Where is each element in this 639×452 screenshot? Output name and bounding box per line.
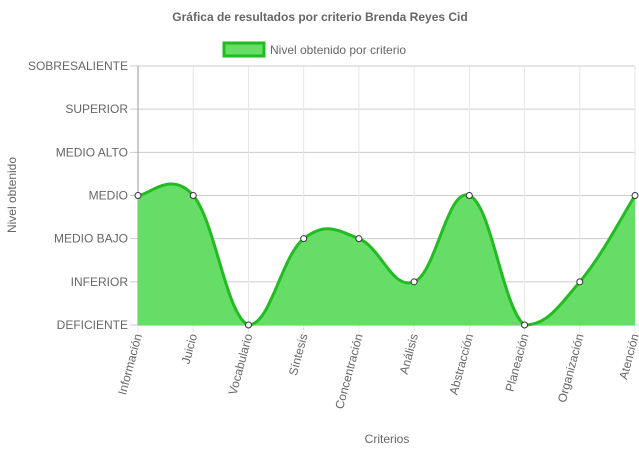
- x-tick-analisis: Análisis: [397, 332, 421, 376]
- series-line: [137, 182, 637, 327]
- x-tick-organizacion: Organización: [555, 332, 587, 404]
- point-atencion[interactable]: [631, 192, 639, 199]
- y-tick-medio-alto: MEDIO ALTO: [56, 145, 128, 159]
- y-axis-title: Nivel obtenido: [5, 157, 19, 233]
- point-sintesis[interactable]: [300, 235, 308, 243]
- point-informacion[interactable]: [134, 192, 142, 199]
- x-tick-labels: Información Juicio Vocabulario Síntesis Conc…: [115, 332, 639, 411]
- x-tick-planeacion: Planeación: [503, 332, 532, 393]
- legend-swatch: [222, 41, 266, 58]
- x-tick-abstraccion: Abstracción: [446, 332, 476, 396]
- point-vocabulario[interactable]: [244, 321, 252, 329]
- x-tick-vocabulario: Vocabulario: [226, 332, 256, 397]
- y-tick-medio: MEDIO: [89, 189, 128, 203]
- x-tick-sintesis: Síntesis: [286, 332, 311, 377]
- x-tick-informacion: Información: [115, 332, 145, 396]
- legend-label: Nivel obtenido por criterio: [270, 43, 406, 57]
- area-layer: [137, 182, 637, 327]
- y-tick-medio-bajo: MEDIO BAJO: [54, 232, 128, 246]
- x-tick-atencion: Atención: [616, 332, 639, 381]
- legend[interactable]: Nivel obtenido por criterio: [222, 41, 406, 58]
- series-area: [138, 183, 635, 325]
- data-points: [134, 192, 639, 329]
- y-tick-superior: SUPERIOR: [65, 102, 128, 116]
- point-organizacion[interactable]: [576, 278, 584, 286]
- y-tick-sobresaliente: SOBRESALIENTE: [28, 59, 128, 73]
- point-juicio[interactable]: [189, 192, 197, 199]
- y-tick-inferior: INFERIOR: [71, 275, 129, 289]
- x-tick-juicio: Juicio: [179, 332, 201, 366]
- x-tick-concentracion: Concentración: [332, 332, 366, 410]
- x-axis-title: Criterios: [365, 432, 410, 446]
- chart-title: Gráfica de resultados por criterio Brend…: [172, 10, 467, 24]
- y-tick-labels: DEFICIENTE INFERIOR MEDIO BAJO MEDIO MEDIO A…: [28, 59, 128, 332]
- point-planeacion[interactable]: [521, 321, 529, 329]
- point-analisis[interactable]: [410, 278, 418, 286]
- point-abstraccion[interactable]: [465, 192, 473, 199]
- point-concentracion[interactable]: [355, 235, 363, 243]
- y-tick-deficiente: DEFICIENTE: [57, 318, 128, 332]
